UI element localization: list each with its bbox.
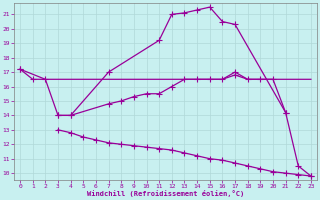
X-axis label: Windchill (Refroidissement éolien,°C): Windchill (Refroidissement éolien,°C) [87,190,244,197]
